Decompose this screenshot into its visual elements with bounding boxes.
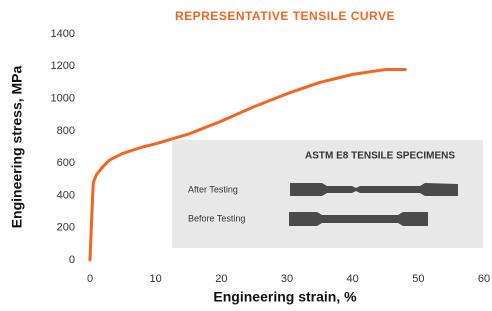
- y-tick-label: 200: [57, 222, 75, 234]
- x-tick-label: 10: [150, 273, 162, 285]
- y-tick-label: 800: [57, 125, 75, 137]
- y-axis-title: Engineering stress, MPa: [9, 65, 25, 228]
- y-tick-label: 0: [69, 254, 75, 266]
- x-tick-label: 0: [87, 273, 93, 285]
- inset-label: After Testing: [188, 184, 238, 194]
- y-tick-label: 1000: [51, 92, 75, 104]
- x-axis-title: Engineering strain, %: [213, 289, 357, 305]
- chart: REPRESENTATIVE TENSILE CURVE Engineering…: [0, 0, 492, 311]
- x-tick-label: 50: [412, 273, 424, 285]
- y-tick-label: 1400: [51, 28, 75, 40]
- inset: ASTM E8 TENSILE SPECIMENS After Testing …: [172, 140, 483, 248]
- inset-label: Before Testing: [188, 213, 245, 223]
- y-tick-label: 400: [57, 189, 75, 201]
- inset-title: ASTM E8 TENSILE SPECIMENS: [305, 151, 455, 162]
- x-tick-label: 40: [347, 273, 359, 285]
- y-tick-label: 600: [57, 157, 75, 169]
- chart-title: REPRESENTATIVE TENSILE CURVE: [175, 9, 395, 23]
- y-tick-label: 1200: [51, 60, 75, 72]
- x-tick-label: 30: [281, 273, 293, 285]
- x-tick-label: 60: [478, 273, 490, 285]
- x-tick-label: 20: [215, 273, 227, 285]
